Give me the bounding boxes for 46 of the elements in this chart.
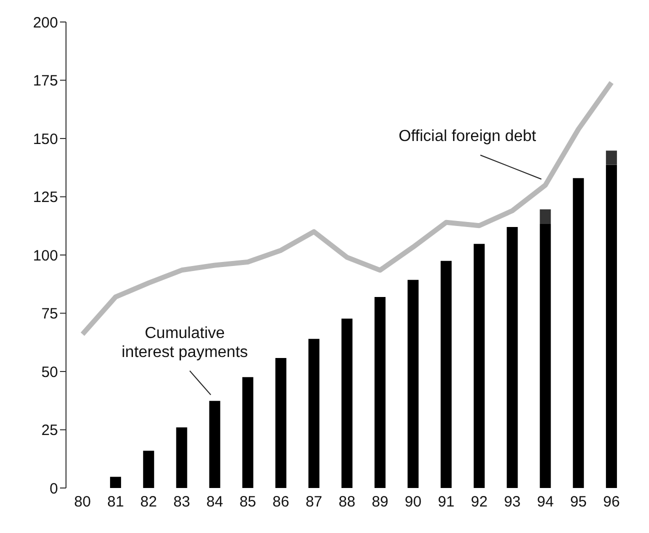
x-tick-label: 89: [372, 494, 388, 511]
x-tick-label: 90: [404, 494, 422, 511]
x-tick-label: 85: [239, 494, 256, 511]
x-tick-label: 92: [470, 494, 488, 511]
bar: [275, 358, 286, 488]
x-tick-label: 82: [140, 494, 157, 511]
y-tick-label: 75: [41, 306, 58, 323]
x-tick-label: 91: [438, 494, 455, 511]
bar: [506, 227, 518, 488]
y-tick-label: 200: [32, 14, 58, 32]
annotation: Cumulative interest payments: [122, 324, 248, 361]
bar: [606, 150, 617, 165]
x-tick-label: 84: [206, 494, 224, 511]
annotation: Official foreign debt: [398, 128, 537, 146]
bar: [308, 338, 320, 488]
y-tick-label: 150: [32, 130, 58, 148]
x-tick-label: 88: [338, 494, 356, 511]
y-tick-label: 100: [32, 247, 58, 264]
bar: [474, 244, 485, 488]
y-tick-label: 0: [50, 480, 58, 498]
x-tick-label: 95: [570, 494, 587, 511]
x-tick-label: 94: [537, 494, 554, 511]
y-tick-label: 175: [32, 72, 58, 90]
x-tick-label: 80: [74, 494, 91, 511]
x-tick-label: 87: [306, 494, 322, 511]
bar: [540, 209, 551, 224]
bar: [440, 260, 452, 488]
bar: [209, 400, 220, 488]
x-tick-label: 93: [504, 494, 521, 511]
bar: [540, 224, 551, 488]
y-tick-label: 25: [41, 422, 58, 440]
bar: [408, 280, 419, 488]
bar: [572, 178, 584, 488]
bar: [143, 450, 154, 488]
x-tick-label: 83: [173, 494, 190, 511]
bar: [606, 164, 617, 488]
bar: [242, 377, 254, 488]
bar: [341, 318, 352, 488]
bar: [374, 296, 386, 488]
y-tick-label: 125: [32, 189, 58, 206]
y-tick-label: 50: [41, 364, 58, 381]
x-tick-label: 81: [107, 494, 124, 511]
x-tick-label: 96: [603, 494, 620, 511]
bar: [176, 427, 188, 488]
bar: [110, 476, 122, 488]
x-tick-label: 86: [272, 494, 290, 511]
